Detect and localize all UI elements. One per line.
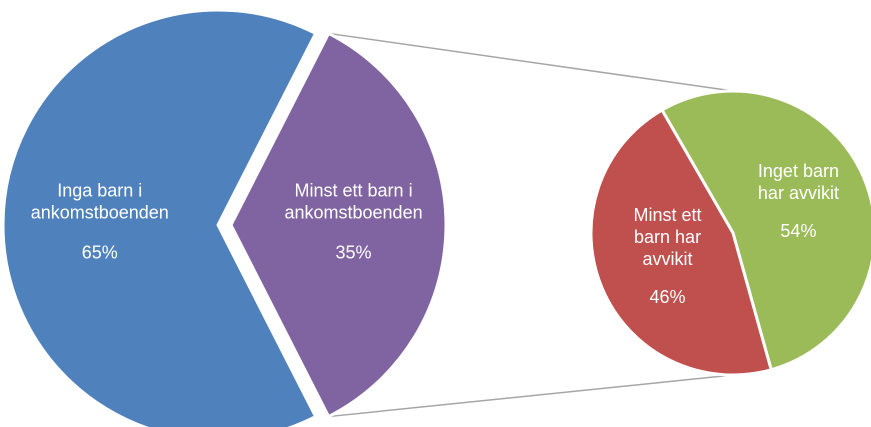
main-pie-slice-minst-ett-barn-i-ankomstboenden: [229, 31, 448, 419]
main-pie-minst-ett-barn-i-ankomstboenden-label-group: Minst ett barn i ankomstboenden 35%: [284, 181, 422, 263]
main-pie-inga-barn-i-ankomstboenden-label-group: Inga barn i ankomstboenden 65%: [31, 181, 169, 263]
secondary-pie-minst-ett-barn-har-avvikit-label-line: Minst ett: [634, 205, 702, 225]
main-pie-inga-barn-i-ankomstboenden-label: Inga barn i ankomstboenden: [31, 181, 169, 223]
secondary-pie-slice-inget-barn-har-avvikit: [660, 89, 871, 372]
secondary-pie-inget-barn-har-avvikit-label-line: Inget barn: [758, 161, 839, 181]
main-pie-inga-barn-i-ankomstboenden-value-label: 65%: [82, 243, 118, 263]
secondary-pie-inget-barn-har-avvikit-label-line: har avvikit: [758, 183, 839, 203]
secondary-pie-minst-ett-barn-har-avvikit-label-line: barn har: [634, 227, 701, 247]
secondary-pie-minst-ett-barn-har-avvikit-value-label: 46%: [650, 287, 686, 307]
secondary-pie-inget-barn-har-avvikit-label-group: Inget barn har avvikit 54%: [758, 161, 839, 241]
main-pie-minst-ett-barn-i-ankomstboenden-label: Minst ett barn i ankomstboenden: [284, 181, 422, 223]
main-pie-inga-barn-i-ankomstboenden-label-line: ankomstboenden: [31, 203, 169, 223]
main-pie-slice-inga-barn-i-ankomstboenden: [1, 8, 318, 427]
main-pie-minst-ett-barn-i-ankomstboenden-label-line: ankomstboenden: [284, 203, 422, 223]
secondary-pie-minst-ett-barn-har-avvikit-label-line: avvikit: [643, 249, 693, 269]
main-pie-minst-ett-barn-i-ankomstboenden-value-label: 35%: [336, 243, 372, 263]
secondary-pie-minst-ett-barn-har-avvikit-label-group: Minst ett barn har avvikit 46%: [634, 205, 702, 307]
connector-line-top: [328, 32, 734, 92]
secondary-pie-inget-barn-har-avvikit-value-label: 54%: [780, 221, 816, 241]
secondary-pie-minst-ett-barn-har-avvikit-label: Minst ett barn har avvikit: [634, 205, 702, 269]
secondary-pie-slice-minst-ett-barn-har-avvikit: [589, 108, 773, 377]
main-pie-inga-barn-i-ankomstboenden-label-line: Inga barn i: [57, 181, 142, 201]
main-pie-minst-ett-barn-i-ankomstboenden-label-line: Minst ett barn i: [295, 181, 413, 201]
connector-line-bottom: [328, 374, 734, 418]
secondary-pie-inget-barn-har-avvikit-label: Inget barn har avvikit: [758, 161, 839, 203]
